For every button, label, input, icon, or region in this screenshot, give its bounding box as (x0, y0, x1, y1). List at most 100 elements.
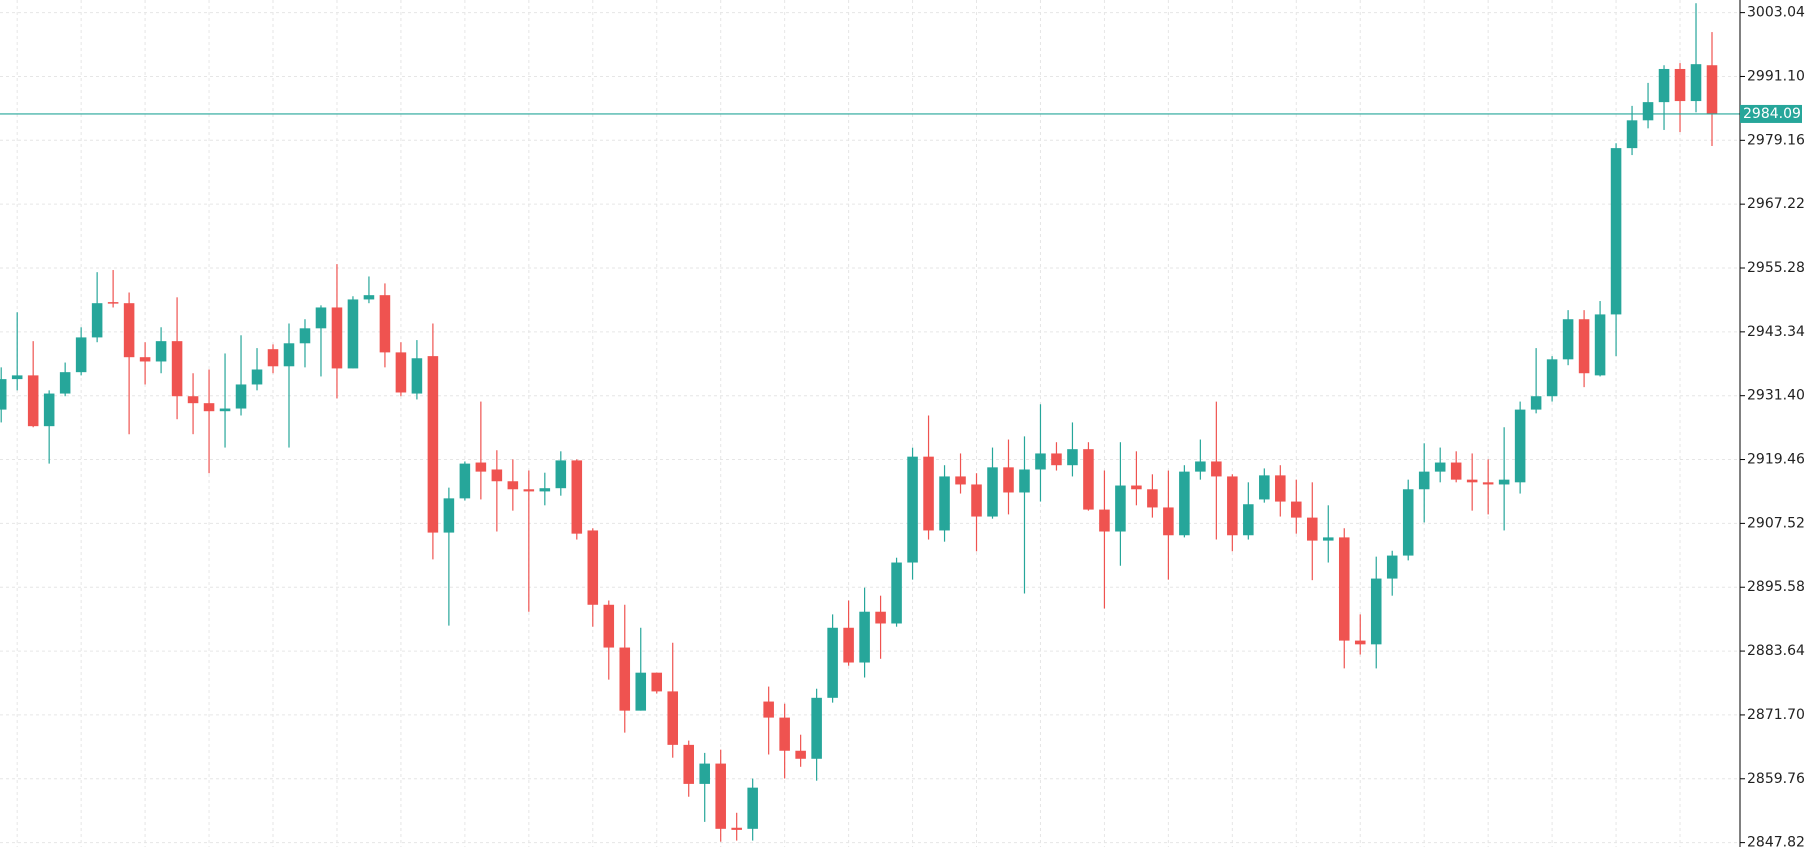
candle-body (763, 701, 774, 718)
candle-body (1147, 489, 1158, 508)
candle-body (363, 295, 375, 300)
y-tick-label: 2847.82 (1747, 835, 1805, 847)
candle-body (171, 341, 183, 397)
candle-body (1227, 476, 1238, 536)
candle-body (1067, 449, 1078, 466)
candle-body (1610, 148, 1622, 315)
candle-body (395, 352, 407, 393)
y-tick-label: 2955.28 (1747, 260, 1805, 276)
candle-body (1418, 471, 1430, 490)
candle-body (235, 384, 247, 409)
candle-body (1179, 471, 1190, 536)
candle-body (731, 827, 742, 830)
candle-body (203, 403, 215, 412)
candle-body (1690, 64, 1702, 102)
candle-body (27, 375, 39, 427)
candle-body (1562, 319, 1574, 360)
candle-body (251, 369, 263, 385)
candle-body (1706, 65, 1718, 114)
candle-body (1211, 461, 1222, 477)
candle-body (619, 647, 631, 711)
candle-body (1275, 475, 1286, 502)
candle-body (331, 307, 343, 369)
candle-body (571, 460, 583, 534)
candle-body (1035, 453, 1046, 470)
candle-body (587, 530, 599, 605)
candle-body (635, 672, 647, 711)
y-tick-label: 2859.76 (1747, 771, 1805, 787)
candle-body (1514, 409, 1526, 483)
candle-body (123, 303, 135, 358)
candle-body (91, 303, 103, 338)
grid (0, 0, 1740, 847)
candle-body (1498, 479, 1510, 485)
candle-body (747, 787, 758, 829)
candle-body (75, 337, 87, 373)
candle-body (299, 328, 311, 344)
candle-body (667, 691, 679, 745)
candle-body (699, 763, 710, 784)
candle-body (1626, 120, 1638, 149)
candle-body (43, 393, 55, 427)
candle-body (1674, 68, 1686, 102)
candle-body (1466, 479, 1478, 483)
candle-body (347, 299, 359, 369)
candle-body (1083, 449, 1094, 510)
candle-body (907, 456, 918, 563)
candle-body (219, 408, 231, 412)
candle-body (539, 488, 551, 492)
y-tick-label: 2895.58 (1747, 579, 1805, 595)
y-tick-label: 2979.16 (1747, 132, 1805, 148)
current-price-label: 2984.09 (1743, 106, 1801, 122)
y-tick-label: 2907.52 (1747, 515, 1805, 531)
candle-body (1115, 485, 1126, 532)
candle-body (1291, 501, 1302, 518)
candle-body (1051, 453, 1062, 466)
candle-body (459, 463, 471, 499)
candle-body (715, 763, 726, 829)
candle-body (1307, 517, 1318, 541)
candle-body (1195, 461, 1206, 472)
candle-body (795, 750, 806, 759)
candle-body (379, 295, 391, 353)
candle-body (1099, 509, 1110, 532)
candle-body (315, 307, 327, 329)
candle-body (555, 460, 567, 489)
candle-body (1354, 640, 1366, 645)
candle-body (411, 358, 423, 394)
y-tick-label: 2871.70 (1747, 707, 1805, 723)
candle-body (1482, 482, 1494, 485)
candle-body (1243, 504, 1254, 536)
candle-body (0, 379, 7, 410)
candle-body (939, 476, 950, 531)
candle-body (1338, 537, 1350, 641)
candle-body (267, 349, 279, 367)
candle-body (1131, 485, 1142, 490)
candle-body (811, 697, 822, 759)
candle-body (139, 357, 151, 362)
current-price-box (1740, 104, 1802, 123)
price-axis: 3003.04 2991.10 2979.16 2967.22 2955.28 2943.… (1739, 0, 1805, 847)
candle-body (1003, 467, 1014, 493)
y-tick-label: 2931.40 (1747, 388, 1805, 404)
candle-body (507, 481, 519, 490)
candle-body (1259, 475, 1270, 500)
candle-body (107, 302, 119, 304)
candle-body (1386, 555, 1398, 579)
candle-body (155, 341, 167, 362)
y-tick-label: 2919.46 (1747, 452, 1805, 468)
candle-body (875, 611, 886, 624)
candle-body (1578, 319, 1590, 374)
candles (0, 3, 1740, 842)
candle-body (683, 744, 694, 784)
candle-body (987, 467, 998, 517)
candle-body (779, 717, 790, 751)
y-tick-label: 2967.22 (1747, 196, 1805, 212)
candle-body (923, 456, 934, 531)
candle-body (603, 604, 615, 648)
candle-body (1322, 537, 1334, 541)
candle-body (1594, 314, 1606, 376)
candle-body (427, 356, 439, 533)
